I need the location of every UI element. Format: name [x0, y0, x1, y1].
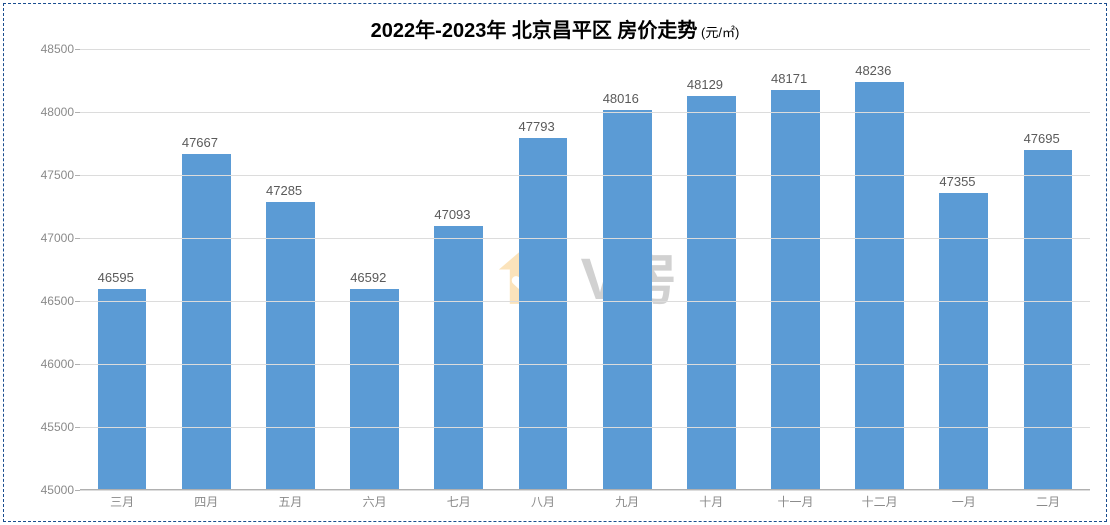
bar: 47667 — [182, 154, 231, 490]
chart-container: 2022年-2023年 北京昌平区 房价走势 (元/㎡) 45000 45500 4… — [20, 14, 1090, 511]
x-tick-label: 五月 — [248, 490, 332, 514]
y-tick-mark — [75, 49, 80, 50]
gridline — [80, 175, 1090, 176]
y-tick-mark — [75, 427, 80, 428]
y-tick-label: 45000 — [41, 483, 74, 497]
bar-slot: 47793 — [501, 49, 585, 490]
bar: 48129 — [687, 96, 736, 490]
plot-wrap: 4500045500460004650047000475004800048500… — [20, 49, 1090, 514]
y-tick-label: 48000 — [41, 105, 74, 119]
bar-value-label: 48236 — [855, 63, 891, 78]
x-tick-label: 九月 — [585, 490, 669, 514]
chart-title-main: 2022年-2023年 北京昌平区 房价走势 — [371, 20, 698, 42]
bar-slot: 48016 — [585, 49, 669, 490]
bar-slot: 47667 — [164, 49, 248, 490]
bar-value-label: 47695 — [1024, 131, 1060, 146]
y-tick-label: 47000 — [41, 231, 74, 245]
bar: 48016 — [603, 110, 652, 490]
y-tick-label: 48500 — [41, 42, 74, 56]
bar-slot: 47285 — [248, 49, 332, 490]
bar-value-label: 47793 — [519, 119, 555, 134]
x-tick-label: 二月 — [1006, 490, 1090, 514]
chart-title-sub: (元/㎡) — [697, 25, 739, 40]
gridline — [80, 238, 1090, 239]
bar: 46592 — [350, 289, 399, 490]
bar-slot: 48129 — [669, 49, 753, 490]
bar: 47695 — [1024, 150, 1073, 490]
x-tick-label: 十一月 — [753, 490, 837, 514]
bar: 48171 — [771, 90, 820, 490]
bar-slot: 46592 — [333, 49, 417, 490]
x-tick-label: 四月 — [164, 490, 248, 514]
bar-value-label: 47093 — [434, 207, 470, 222]
bar: 48236 — [855, 82, 904, 490]
y-tick-mark — [75, 238, 80, 239]
bar-value-label: 48016 — [603, 91, 639, 106]
x-tick-label: 六月 — [333, 490, 417, 514]
gridline — [80, 49, 1090, 50]
bar: 47093 — [434, 226, 483, 490]
plot-area: V房 4659547667472854659247093477934801648… — [80, 49, 1090, 490]
gridline — [80, 112, 1090, 113]
bar-value-label: 47667 — [182, 135, 218, 150]
y-tick-label: 46500 — [41, 294, 74, 308]
bar: 46595 — [98, 289, 147, 490]
y-tick-label: 47500 — [41, 168, 74, 182]
gridline — [80, 301, 1090, 302]
y-tick-mark — [75, 301, 80, 302]
gridline — [80, 427, 1090, 428]
bar-value-label: 46592 — [350, 270, 386, 285]
bar-slot: 48236 — [838, 49, 922, 490]
bar-slot: 47093 — [417, 49, 501, 490]
bar: 47285 — [266, 202, 315, 490]
y-tick-mark — [75, 112, 80, 113]
gridline — [80, 364, 1090, 365]
bar-slot: 48171 — [753, 49, 837, 490]
bar-slot: 47695 — [1006, 49, 1090, 490]
x-tick-label: 十月 — [669, 490, 753, 514]
y-tick-label: 46000 — [41, 357, 74, 371]
bar-value-label: 47355 — [939, 174, 975, 189]
y-tick-label: 45500 — [41, 420, 74, 434]
bar-value-label: 48129 — [687, 77, 723, 92]
bar-slot: 47355 — [922, 49, 1006, 490]
bar-slot: 46595 — [80, 49, 164, 490]
x-tick-label: 一月 — [922, 490, 1006, 514]
bars-group: 46595 47667 47285 46592 47093 47793 48016 48129… — [80, 49, 1090, 490]
x-tick-label: 八月 — [501, 490, 585, 514]
y-tick-mark — [75, 175, 80, 176]
y-axis: 4500045500460004650047000475004800048500 — [20, 49, 80, 490]
x-tick-label: 三月 — [80, 490, 164, 514]
bar-value-label: 47285 — [266, 183, 302, 198]
bar-value-label: 46595 — [98, 270, 134, 285]
x-axis-labels: 三月四月五月六月七月八月九月十月十一月十二月一月二月 — [80, 490, 1090, 514]
x-tick-label: 七月 — [417, 490, 501, 514]
y-tick-mark — [75, 364, 80, 365]
bar: 47793 — [519, 138, 568, 490]
chart-title: 2022年-2023年 北京昌平区 房价走势 (元/㎡) — [20, 14, 1090, 49]
bar-value-label: 48171 — [771, 71, 807, 86]
x-tick-label: 十二月 — [838, 490, 922, 514]
